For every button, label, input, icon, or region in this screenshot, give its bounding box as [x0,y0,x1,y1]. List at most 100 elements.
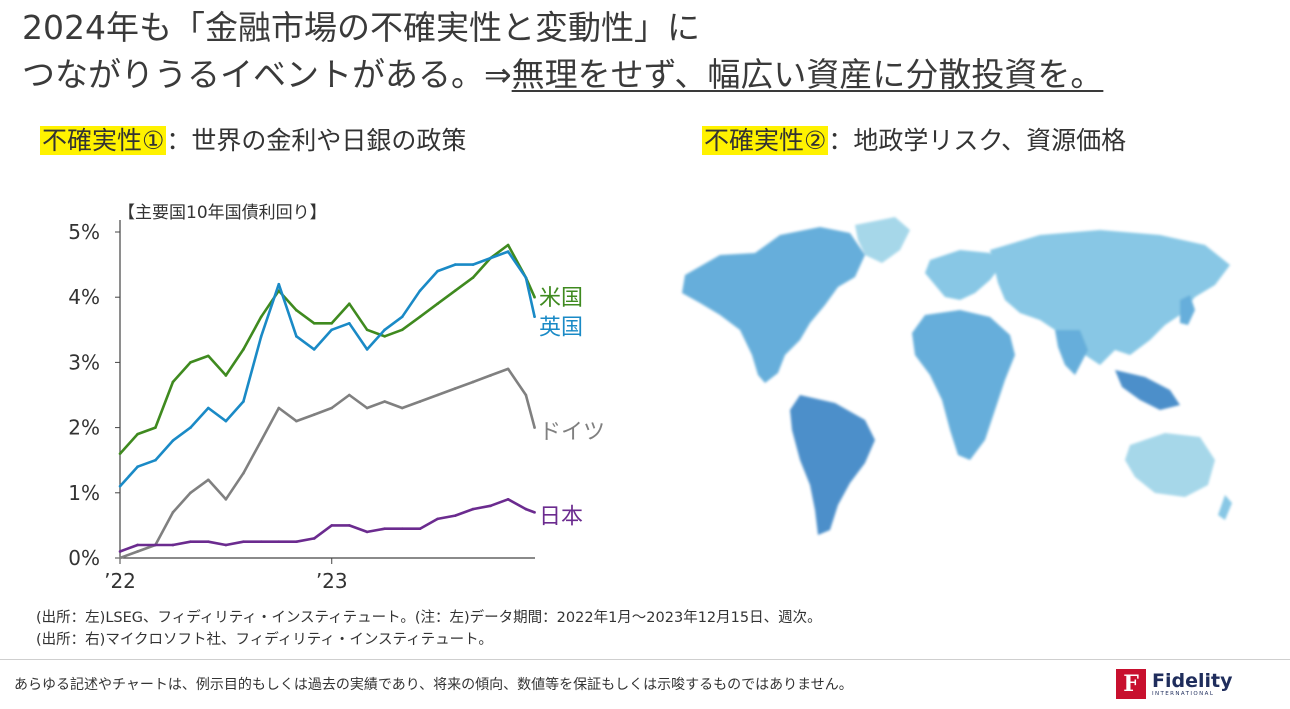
data-point [242,400,245,403]
data-point [453,387,457,390]
source-note-left: (出所：左)LSEG、フィディリティ・インスティテュート。(注：左)データ期間：… [36,610,822,626]
left-panel-heading: 不確実性①：世界の金利や日銀の政策 [40,124,466,158]
data-point [206,406,210,410]
yield-chart: 【主要国10年国債利回り】 0% 1% 2% 3% 4% 5% ’22 ’23 米国英国ドイツ… [68,203,605,593]
data-point [189,540,192,543]
data-point [365,406,369,410]
data-point [400,527,404,530]
data-point [471,507,475,511]
data-point [206,540,210,543]
data-point [189,426,192,429]
data-point [330,406,334,410]
data-point [471,380,475,384]
data-point [489,504,492,508]
data-point [418,315,422,319]
data-point [489,374,492,377]
data-point [118,550,122,553]
data-point [524,393,528,397]
data-point [533,315,536,319]
data-point [524,507,528,511]
data-point [295,540,298,543]
right-panel-highlight: 不確実性② [702,126,829,155]
south-america-shape [790,395,875,535]
title-line-2-emphasis: 無理をせず、幅広い資産に分散投資を。 [511,55,1104,94]
data-point [436,517,439,521]
data-point [383,400,386,403]
india-shape [1055,330,1088,375]
data-point [533,426,536,429]
data-point [524,276,528,279]
data-point [277,282,281,286]
greenland-shape [855,217,910,263]
data-point [400,406,404,410]
series-line [119,250,536,488]
data-point [171,543,175,547]
logo-mark-icon: F [1116,669,1146,699]
data-point [365,328,369,332]
data-point [330,328,334,332]
y-tick-label: 2% [68,416,100,440]
right-panel-text: ：地政学リスク、資源価格 [828,126,1127,155]
data-point [436,302,439,306]
data-point [312,537,316,540]
data-point [453,263,457,266]
data-point [136,543,139,547]
europe-shape [925,250,1000,300]
data-point [418,400,422,403]
data-point [259,439,263,442]
data-point [136,432,139,436]
data-point [489,256,492,260]
data-point [224,419,228,423]
world-map-image [682,217,1232,535]
chart-series [118,243,536,560]
right-panel-heading: 不確実性②：地政学リスク、資源価格 [702,124,1126,158]
data-point [171,511,175,514]
data-point [154,543,157,547]
source-note-right: (出所：右)マイクロソフト社、フィディリティ・インスティテュート。 [36,632,493,648]
data-point [312,321,316,325]
data-point [259,335,263,338]
data-point [118,484,122,488]
data-point [348,321,351,325]
x-tick-label: ’23 [316,569,348,593]
data-point [533,295,536,299]
series-label: 日本 [539,505,583,530]
data-point [277,406,281,410]
data-point [295,335,298,338]
data-point [171,380,175,384]
logo-wordmark: Fidelity INTERNATIONAL [1152,671,1232,698]
new-zealand-shape [1218,495,1232,520]
series-label: 英国 [539,316,583,341]
data-point [277,540,281,543]
data-point [206,478,210,482]
data-point [259,315,263,319]
data-point [453,289,457,292]
data-point [154,426,157,429]
australia-shape [1125,433,1215,497]
data-point [348,393,351,397]
data-point [171,439,175,442]
data-point [348,302,351,306]
data-point [136,550,139,553]
chart-title: 【主要国10年国債利回り】 [118,203,327,223]
data-point [259,540,263,543]
data-point [154,458,157,462]
data-point [118,452,122,455]
series-line [119,243,536,455]
chart-axes: 0% 1% 2% 3% 4% 5% ’22 ’23 [68,220,535,593]
left-panel-highlight: 不確実性① [40,126,167,155]
data-point [400,328,404,332]
southeast-asia-shape [1115,370,1180,410]
japan-shape [1180,295,1195,325]
data-point [365,348,369,351]
data-point [224,543,228,547]
data-point [365,530,369,534]
data-point [400,315,404,319]
series-line [119,497,536,553]
disclaimer-text: あらゆる記述やチャートは、例示目的もしくは過去の実績であり、将来の傾向、数値等を… [14,677,853,693]
data-point [506,250,510,253]
series-label: ドイツ [539,420,605,445]
logo-name: Fidelity [1152,669,1233,692]
source-notes: (出所：左)LSEG、フィディリティ・インスティテュート。(注：左)データ期間：… [36,607,822,651]
